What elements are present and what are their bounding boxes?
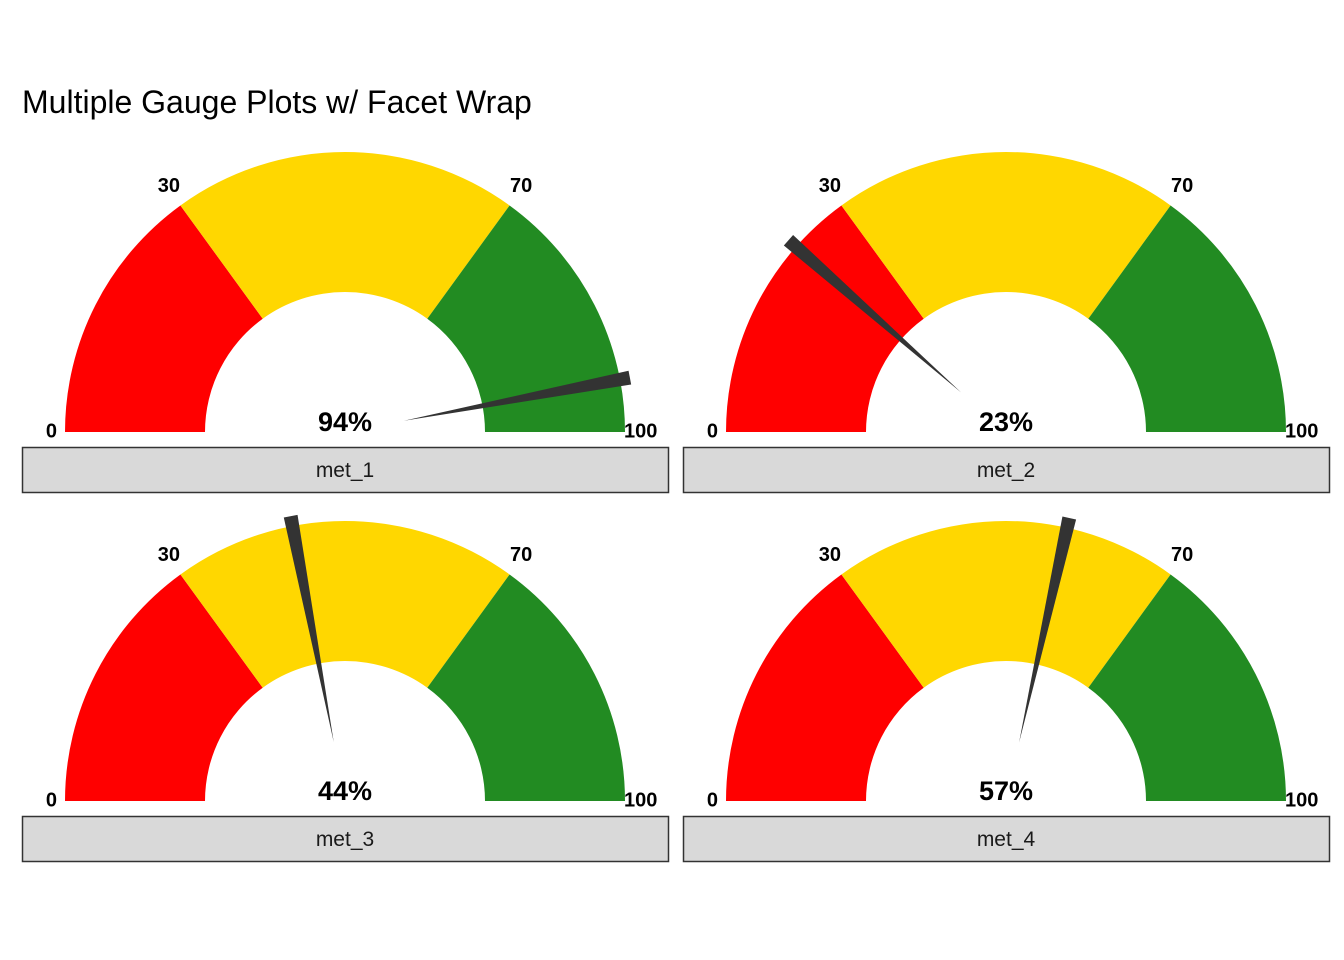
facet-strip-label: met_4	[977, 828, 1036, 851]
gauge-band-0	[726, 574, 924, 801]
facet-strip	[21, 446, 670, 494]
tick-label-30: 30	[158, 175, 180, 197]
gauge-band-1	[841, 521, 1171, 688]
gauge-panel-met_1: 0 30 70 100 94% met_1	[21, 152, 670, 494]
gauge-panel-met_3: 0 30 70 100 44% met_3	[21, 514, 670, 863]
tick-label-0: 0	[46, 789, 57, 811]
gauge-needle	[403, 370, 632, 421]
gauge-needle	[783, 234, 961, 393]
gauge-panel-met_4: 0 30 70 100 57% met_4	[682, 516, 1331, 863]
gauge-band-2	[1088, 574, 1286, 801]
tick-label-0: 0	[46, 420, 57, 442]
tick-label-30: 30	[819, 175, 841, 197]
facet-strip	[682, 815, 1331, 863]
gauge-band-1	[841, 152, 1171, 319]
tick-label-0: 0	[707, 420, 718, 442]
tick-label-0: 0	[707, 789, 718, 811]
tick-label-30: 30	[158, 544, 180, 566]
gauge-value-label: 44%	[318, 776, 372, 806]
gauge-band-2	[1088, 205, 1286, 432]
gauge-value-label: 94%	[318, 407, 372, 437]
chart-title: Multiple Gauge Plots w/ Facet Wrap	[22, 84, 532, 120]
tick-label-70: 70	[510, 175, 532, 197]
gauge-band-1	[180, 521, 510, 688]
gauge-band-2	[427, 574, 625, 801]
gauge-value-label: 23%	[979, 407, 1033, 437]
tick-label-30: 30	[819, 544, 841, 566]
facet-strip-label: met_3	[316, 828, 374, 851]
gauge-needle	[283, 514, 334, 743]
gauge-panel-met_2: 0 30 70 100 23% met_2	[682, 152, 1331, 494]
facet-strip	[21, 815, 670, 863]
facet-strip-label: met_2	[977, 459, 1035, 482]
gauge-needle	[1019, 516, 1077, 743]
facet-strip-label: met_1	[316, 459, 374, 482]
gauge-band-0	[726, 205, 924, 432]
tick-label-70: 70	[510, 544, 532, 566]
tick-label-100: 100	[1285, 789, 1318, 811]
gauge-band-0	[65, 574, 263, 801]
tick-label-70: 70	[1171, 544, 1193, 566]
tick-label-100: 100	[624, 789, 657, 811]
gauge-band-2	[427, 205, 625, 432]
facet-strip	[682, 446, 1331, 494]
gauge-value-label: 57%	[979, 776, 1033, 806]
tick-label-100: 100	[624, 420, 657, 442]
tick-label-70: 70	[1171, 175, 1193, 197]
tick-label-100: 100	[1285, 420, 1318, 442]
gauge-band-0	[65, 205, 263, 432]
gauge-band-1	[180, 152, 510, 319]
